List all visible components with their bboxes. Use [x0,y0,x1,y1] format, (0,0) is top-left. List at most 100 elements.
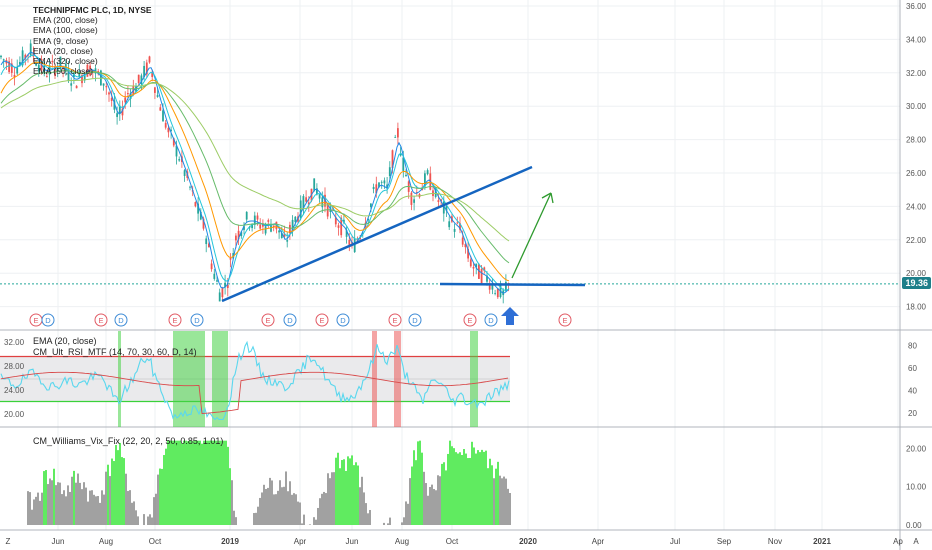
candle [413,199,415,203]
candle [46,76,48,77]
dividend-marker-label: D [45,316,51,325]
vix-bar [451,446,453,525]
rsi-ema-label[interactable]: EMA (20, close) [33,336,97,346]
vix-bar [99,502,101,525]
vix-bar [79,482,81,525]
vix-bar [417,441,419,525]
overlay-ema50[interactable]: EMA (50, close) [33,66,93,77]
rsi-line [0,340,510,421]
candle [305,197,307,202]
vix-bar [479,452,481,525]
candle [453,229,456,232]
vix-bar [351,455,353,525]
vix-bar [317,507,319,525]
vix-bar [203,440,205,525]
overlay-ema200[interactable]: EMA (200, close) [33,15,98,26]
candle [424,173,426,187]
overlay-ema100[interactable]: EMA (100, close) [33,25,98,36]
candle [183,170,186,176]
candle [291,219,294,232]
vix-bar [409,478,411,525]
earnings-marker-label: E [33,316,38,325]
vix-bar [231,480,233,525]
candle [456,222,459,224]
candle [143,65,145,78]
candle [475,263,478,268]
vix-bar [167,440,169,525]
vix-bar [329,478,331,525]
vix-bar [357,465,359,525]
price-tick-label: 36.00 [906,2,927,11]
overlay-ema320[interactable]: EMA (320, close) [33,56,98,67]
vix-bar [365,503,367,525]
vix-bar [505,478,507,525]
vix-bar [389,517,391,525]
candle [264,226,267,234]
earnings-marker-label: E [392,316,397,325]
vix-bar [163,455,165,525]
earnings-marker [94,313,108,327]
vix-bar [195,440,197,525]
candle [280,233,283,239]
candle [164,122,167,128]
dividend-marker [114,313,128,327]
vix-bar [137,516,139,525]
time-axis-label: Jun [346,537,359,546]
earnings-marker-label: E [319,316,324,325]
overlay-ema20[interactable]: EMA (20, close) [33,45,93,56]
vix-bar [109,476,111,525]
time-axis-label: Aug [395,537,409,546]
candle [59,56,62,70]
candle [35,64,37,66]
candle [67,68,70,81]
vix-bar [71,476,73,525]
candle [124,97,127,103]
rsi-right-tick: 20 [908,409,917,418]
candle [445,206,448,211]
vix-bar [313,517,315,525]
vix-bar [265,488,267,525]
last-price-badge: 19.36 [902,277,931,289]
candle [356,239,359,241]
candle [415,192,418,193]
vix-bar [407,503,409,525]
auto-scale-icon: A [913,537,919,546]
vix-bar [455,452,457,525]
candle [102,83,105,86]
earnings-marker [315,313,329,327]
dividend-marker [190,313,204,327]
vix-bar [159,468,161,525]
earnings-marker-label: E [467,316,472,325]
zoom-icon: Z [6,537,11,546]
vix-bar [101,490,103,525]
vix-bar [435,490,437,525]
vix-bar [51,480,53,525]
vix-bar [299,502,301,525]
earnings-marker [261,313,275,327]
vix-bar [223,440,225,525]
time-axis-label: 2020 [519,537,537,546]
vix-bar [453,448,455,525]
vix-bar [125,473,127,525]
candle [283,233,286,237]
vix-bar [157,474,159,525]
vix-label[interactable]: CM_Williams_Vix_Fix (22, 20, 2, 50, 0.85… [33,436,224,446]
candle [10,63,13,73]
price-tick-label: 28.00 [906,136,927,145]
overlay-ema9[interactable]: EMA (9, close) [33,35,89,46]
vix-bar [411,466,413,525]
vix-bar [347,456,349,525]
vix-bar [509,492,511,525]
vix-bar [353,465,355,525]
vix-bar [447,453,449,525]
vix-bar [55,485,57,525]
candle [54,66,56,76]
rsi-highlight [118,331,121,427]
price-tick-label: 32.00 [906,69,927,78]
vix-bar [419,440,421,525]
rsi-label[interactable]: CM_Ult_RSI_MTF (14, 70, 30, 60, D, 14) [33,347,197,357]
vix-bar [169,440,171,525]
candle [405,174,407,177]
vix-bar [285,471,287,525]
